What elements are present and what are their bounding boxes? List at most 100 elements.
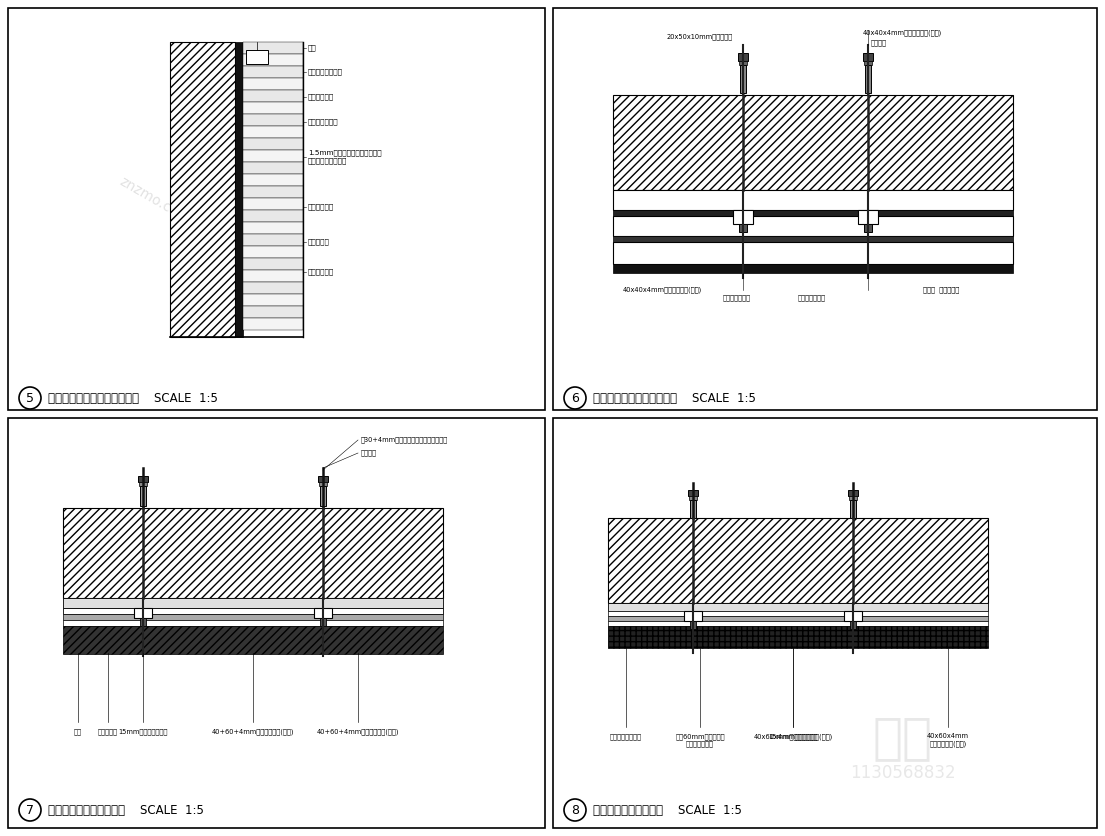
Bar	[243, 210, 303, 222]
Bar	[63, 620, 443, 626]
Bar	[850, 621, 856, 629]
Text: 40+60+4mm镀锌方管固定(竖向): 40+60+4mm镀锌方管固定(竖向)	[317, 728, 399, 735]
Bar	[170, 42, 235, 337]
Bar	[864, 61, 872, 65]
Text: 40x40x4mm镀锌方管间距(竖向): 40x40x4mm镀锌方管间距(竖向)	[623, 287, 703, 293]
Bar	[850, 500, 856, 518]
Bar	[246, 50, 269, 64]
Text: 铝单板  铝挤型围板: 铝单板 铝挤型围板	[923, 287, 959, 293]
Text: 1130568832: 1130568832	[850, 764, 956, 782]
Bar	[63, 508, 443, 598]
Text: 铝单板墙面节点图（横剖）    SCALE  1:5: 铝单板墙面节点图（横剖） SCALE 1:5	[593, 391, 756, 405]
Bar	[140, 618, 146, 626]
Bar	[684, 611, 702, 621]
Bar	[243, 78, 303, 90]
Bar	[243, 66, 303, 78]
Text: 工30+4mm铝挤外框（钢件、钢铝结扣）: 工30+4mm铝挤外框（钢件、钢铝结扣）	[361, 436, 449, 443]
Bar	[63, 626, 443, 654]
Text: 专用胶固封: 专用胶固封	[98, 728, 118, 735]
Text: 龙骨: 龙骨	[74, 728, 82, 735]
Bar	[613, 242, 1013, 264]
Text: 木饰面粘贴墙面节点图    SCALE  1:5: 木饰面粘贴墙面节点图 SCALE 1:5	[593, 803, 741, 817]
Bar	[243, 198, 303, 210]
Bar	[63, 614, 443, 620]
Bar	[613, 264, 1013, 273]
Bar	[690, 500, 696, 518]
Bar	[243, 162, 303, 174]
Bar	[243, 54, 303, 66]
Bar	[243, 306, 303, 318]
Bar	[864, 224, 872, 232]
Text: znzmo.com: znzmo.com	[662, 594, 738, 646]
Text: 40x60x4mm镀锌方管间距(竖向): 40x60x4mm镀锌方管间距(竖向)	[754, 733, 833, 740]
Bar	[243, 186, 303, 198]
Bar	[690, 496, 697, 500]
Bar	[243, 126, 303, 138]
Text: 优质纤维层: 优质纤维层	[308, 239, 330, 245]
Text: 有机胶（硅酮胶）: 有机胶（硅酮胶）	[308, 69, 343, 75]
Bar	[613, 236, 1013, 242]
Bar	[608, 611, 988, 616]
Text: znzmo.com: znzmo.com	[117, 594, 192, 646]
Bar	[138, 476, 148, 482]
Bar	[243, 270, 303, 282]
Text: 5: 5	[27, 391, 34, 405]
Text: 铝单板（背面）: 铝单板（背面）	[723, 295, 751, 301]
Bar	[8, 8, 545, 410]
Text: 垂高60mm厚实木板材
（正极铝板围）: 垂高60mm厚实木板材 （正极铝板围）	[675, 733, 725, 747]
Bar	[608, 603, 988, 611]
Bar	[863, 53, 873, 61]
Bar	[243, 174, 303, 186]
Bar	[243, 258, 303, 270]
Text: 铝箔水泥板面: 铝箔水泥板面	[308, 204, 334, 211]
Bar	[739, 224, 747, 232]
Bar	[320, 618, 326, 626]
Bar	[739, 61, 747, 65]
Bar	[608, 621, 988, 626]
Text: 化学锚栓: 化学锚栓	[871, 39, 887, 46]
Bar	[243, 102, 303, 114]
Bar	[738, 53, 748, 61]
Bar	[552, 418, 1097, 828]
Bar	[243, 234, 303, 246]
Text: 7: 7	[27, 803, 34, 817]
Text: 15mm耐燃级防火板材: 15mm耐燃级防火板材	[768, 733, 818, 740]
Bar	[243, 150, 303, 162]
Text: 铝箔水泥板面: 铝箔水泥板面	[308, 268, 334, 275]
Bar	[865, 65, 871, 93]
Bar	[319, 482, 327, 486]
Text: znzmo.com: znzmo.com	[117, 174, 192, 226]
Bar	[688, 490, 698, 496]
Bar	[235, 42, 243, 337]
Text: 面砖: 面砖	[308, 44, 317, 51]
Text: 6: 6	[571, 391, 579, 405]
Bar	[608, 518, 988, 603]
Bar	[613, 190, 1013, 210]
Bar	[740, 65, 746, 93]
Bar	[848, 490, 857, 496]
Text: 1.5mm浓缩液结合防水（背面）
（采用施工顺序件）: 1.5mm浓缩液结合防水（背面） （采用施工顺序件）	[308, 150, 381, 164]
Text: 铝单板专用挂件: 铝单板专用挂件	[798, 295, 827, 301]
Bar	[613, 210, 1013, 216]
Bar	[243, 294, 303, 306]
Text: 40+60+4mm镀锌方管固定(竖向): 40+60+4mm镀锌方管固定(竖向)	[212, 728, 294, 735]
Text: 防水层涂抹均匀: 防水层涂抹均匀	[308, 119, 338, 125]
Bar	[134, 608, 152, 618]
Bar	[243, 246, 303, 258]
Text: 玻璃胶缝: 玻璃胶缝	[361, 450, 377, 456]
Bar	[552, 8, 1097, 410]
Bar	[63, 608, 443, 614]
Bar	[608, 616, 988, 621]
Bar	[857, 210, 878, 224]
Text: 防潮防霉漆面: 防潮防霉漆面	[308, 94, 334, 100]
Text: znzmo.com: znzmo.com	[662, 174, 738, 226]
Bar	[63, 598, 443, 608]
Bar	[243, 90, 303, 102]
Bar	[243, 222, 303, 234]
Bar	[140, 486, 146, 506]
Bar	[243, 282, 303, 294]
Bar	[320, 486, 326, 506]
Text: 玻璃墙面节点图（横剖）    SCALE  1:5: 玻璃墙面节点图（横剖） SCALE 1:5	[48, 803, 204, 817]
Bar	[318, 476, 328, 482]
Text: 十字铁头木底固腰: 十字铁头木底固腰	[610, 733, 642, 740]
